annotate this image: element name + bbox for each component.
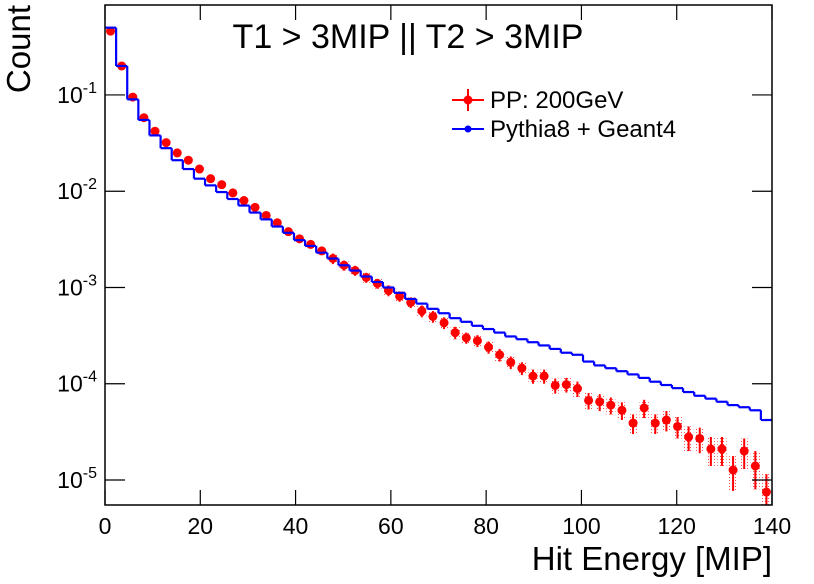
point <box>561 380 571 390</box>
point <box>250 202 260 212</box>
y-tick-label: 10-2 <box>57 176 97 204</box>
point <box>606 400 616 410</box>
x-tick-label: 0 <box>99 513 112 539</box>
point <box>673 421 683 431</box>
point <box>717 444 727 454</box>
frame <box>104 4 773 506</box>
x-tick-label: 120 <box>658 513 696 539</box>
y-axis-label: Count <box>0 5 37 93</box>
point <box>161 138 171 148</box>
point <box>739 446 749 456</box>
point <box>183 155 193 165</box>
legend-label: PP: 200GeV <box>490 87 623 114</box>
y-tick-label: 10-3 <box>57 272 97 300</box>
point <box>295 234 305 244</box>
point <box>728 465 738 475</box>
point <box>206 174 216 184</box>
point <box>217 180 227 190</box>
legend-marker <box>463 95 473 105</box>
x-tick-label: 100 <box>562 513 600 539</box>
point <box>406 297 416 307</box>
point <box>472 336 482 346</box>
point <box>194 164 204 174</box>
point <box>539 371 549 381</box>
point <box>572 384 582 394</box>
point <box>461 333 471 343</box>
point <box>317 246 327 256</box>
point <box>528 371 538 381</box>
point <box>495 350 505 360</box>
point <box>750 461 760 471</box>
point <box>628 418 638 428</box>
point <box>639 403 649 413</box>
point <box>428 311 438 321</box>
point <box>684 432 694 442</box>
x-tick-label: 80 <box>473 513 499 539</box>
point <box>617 405 627 415</box>
legend-marker <box>464 125 472 133</box>
point <box>450 328 460 338</box>
point <box>761 487 771 497</box>
x-tick-label: 60 <box>378 513 404 539</box>
y-tick-label: 10-5 <box>57 465 97 493</box>
y-tick-label: 10-1 <box>57 80 97 108</box>
point <box>395 291 405 301</box>
point <box>306 239 316 249</box>
point <box>439 318 449 328</box>
point <box>239 196 249 206</box>
point <box>372 278 382 288</box>
x-tick-label: 40 <box>283 513 309 539</box>
point <box>661 415 671 425</box>
point <box>584 395 594 405</box>
x-axis-label: Hit Energy [MIP] <box>532 540 772 577</box>
legend-label: Pythia8 + Geant4 <box>490 116 676 143</box>
x-tick-label: 20 <box>187 513 213 539</box>
point <box>484 342 494 352</box>
point <box>417 306 427 316</box>
point <box>595 397 605 407</box>
point <box>272 218 282 228</box>
point <box>650 418 660 428</box>
x-tick-label: 140 <box>753 513 791 539</box>
point <box>106 26 116 36</box>
point <box>228 188 238 198</box>
point <box>550 380 560 390</box>
point <box>172 148 182 158</box>
plot-area <box>105 26 772 505</box>
point <box>706 444 716 454</box>
point <box>506 357 516 367</box>
point <box>695 433 705 443</box>
chart-title: T1 > 3MIP || T2 > 3MIP <box>233 18 584 56</box>
point <box>517 363 527 373</box>
point <box>283 227 293 237</box>
y-tick-label: 10-4 <box>57 369 97 397</box>
point <box>261 210 271 220</box>
point <box>150 126 160 136</box>
